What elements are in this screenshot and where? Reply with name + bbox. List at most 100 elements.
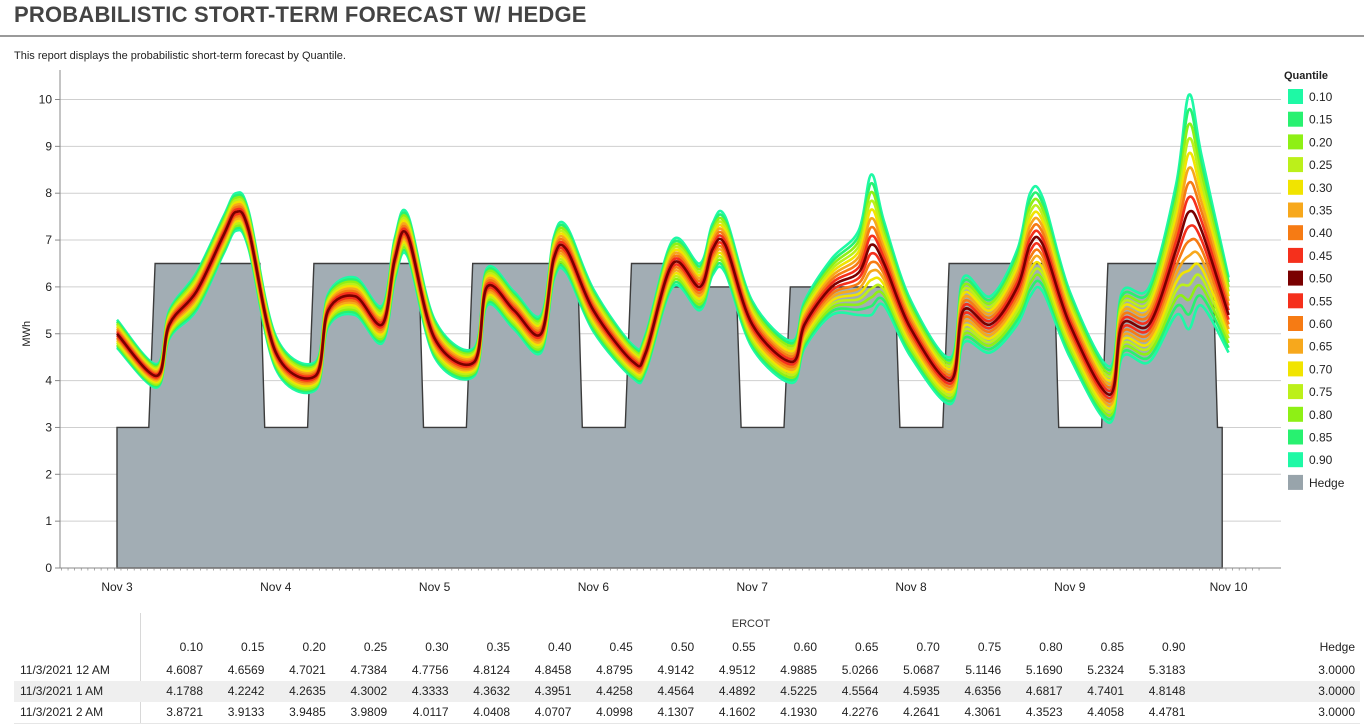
y-tick-label: 1	[45, 514, 52, 528]
table-cell: 5.0266	[841, 663, 879, 677]
table-cell: 4.3632	[473, 684, 510, 698]
table-cell: 3.9485	[289, 705, 326, 719]
table-cell: 4.8124	[473, 663, 510, 677]
x-tick-label: Nov 8	[895, 580, 927, 594]
table-cell: 4.6356	[964, 684, 1002, 698]
legend-label: 0.75	[1309, 385, 1333, 399]
y-tick-label: 7	[45, 233, 52, 247]
quantile-line-0.50	[116, 209, 1230, 396]
table-cell: 4.9885	[780, 663, 817, 677]
table-cell: 4.3951	[534, 684, 572, 698]
table-row[interactable]: 11/3/2021 2 AM 3.8721 3.9133 3.9485 3.9809 4.…	[14, 702, 1360, 724]
column-header: 0.65	[855, 640, 879, 654]
table-cell: 4.3333	[411, 684, 449, 698]
column-header: 0.15	[241, 640, 265, 654]
table-cell: 4.2635	[289, 684, 326, 698]
table-cell: 4.2242	[227, 684, 265, 698]
legend-swatch	[1288, 474, 1303, 490]
table-cell: 4.0998	[596, 705, 633, 719]
legend-swatch	[1288, 179, 1303, 195]
quantile-lines-layer	[116, 93, 1230, 425]
quantile-forecast-chart: 0 1 2 3 4 5 6 7 8 9 10 Nov 3 Nov 4 Nov 5 Nov 6 Nov 7 Nov…	[21, 70, 1345, 594]
column-header: 0.45	[609, 640, 633, 654]
x-tick-label: Nov 4	[260, 580, 292, 594]
row-label: 11/3/2021 1 AM	[20, 684, 104, 698]
table-cell: 4.1930	[780, 705, 817, 719]
legend-title: Quantile	[1284, 70, 1328, 82]
legend-label: 0.80	[1309, 408, 1333, 422]
column-header: 0.40	[548, 640, 572, 654]
table-cell: 4.4781	[1148, 705, 1186, 719]
table-cell: 4.3523	[1025, 705, 1063, 719]
report-description: This report displays the probabilistic s…	[14, 50, 346, 62]
table-cell: 4.9512	[718, 663, 756, 677]
table-row[interactable]: 11/3/2021 1 AM 4.1788 4.2242 4.2635 4.3002 4.…	[14, 681, 1360, 702]
legend-label: 0.60	[1309, 317, 1333, 331]
table-cell: 4.2276	[841, 705, 879, 719]
legend-label: 0.45	[1309, 249, 1333, 263]
column-header: 0.20	[302, 640, 326, 654]
table-cell: 3.0000	[1318, 705, 1355, 719]
legend-label: 0.70	[1309, 362, 1333, 376]
table-cell: 4.1307	[657, 705, 695, 719]
y-tick-label: 3	[45, 420, 52, 434]
column-header: 0.50	[670, 640, 695, 654]
table-cell: 4.7401	[1087, 684, 1124, 698]
table-cell: 4.0408	[473, 705, 510, 719]
legend-swatch	[1288, 157, 1303, 173]
y-tick-label: 8	[45, 186, 52, 200]
table-cell: 4.3002	[350, 684, 388, 698]
x-tick-label: Nov 10	[1210, 580, 1248, 594]
table-cell: 5.0687	[903, 663, 940, 677]
table-cell: 4.4058	[1087, 705, 1124, 719]
title-divider	[0, 35, 1364, 37]
legend-label: 0.30	[1309, 181, 1333, 195]
table-cell: 4.5564	[841, 684, 879, 698]
column-header: 0.10	[179, 640, 203, 654]
legend-swatch	[1288, 89, 1303, 104]
table-cell: 4.4258	[596, 684, 633, 698]
table-group-header: ERCOT	[731, 618, 771, 630]
legend-swatch	[1288, 111, 1303, 127]
legend: Quantile 0.10 0.15 0.20 0.25 0.30 0.35 0.40 0.45…	[1284, 70, 1345, 490]
table-cell: 3.9809	[350, 705, 388, 719]
legend-swatch	[1288, 452, 1303, 468]
table-cell: 4.4892	[718, 684, 756, 698]
y-tick-label: 4	[45, 374, 52, 388]
table-cell: 4.4564	[657, 684, 695, 698]
table-cell: 4.6817	[1025, 684, 1063, 698]
column-header: 0.55	[732, 640, 756, 654]
x-tick-label: Nov 6	[578, 580, 610, 594]
table-cell: 4.7756	[411, 663, 449, 677]
table-cell: 3.0000	[1318, 663, 1355, 677]
table-cell: 4.1788	[166, 684, 203, 698]
table-cell: 4.8795	[596, 663, 633, 677]
table-row[interactable]: 11/3/2021 12 AM 4.6087 4.6569 4.7021 4.7384 4…	[14, 660, 1360, 682]
y-tick-label: 2	[45, 467, 52, 481]
legend-swatch	[1288, 134, 1303, 150]
y-tick-label: 10	[39, 93, 53, 107]
column-header: 0.35	[486, 640, 510, 654]
y-tick-label: 5	[45, 327, 52, 341]
axis-layer: 0 1 2 3 4 5 6 7 8 9 10 Nov 3 Nov 4 Nov 5 Nov 6 Nov 7 Nov…	[21, 70, 1281, 594]
table-cell: 4.7384	[350, 663, 388, 677]
row-label: 11/3/2021 2 AM	[20, 705, 104, 719]
column-header: 0.25	[363, 640, 388, 654]
table-cell: 5.1146	[965, 663, 1002, 677]
legend-label: 0.15	[1309, 113, 1333, 127]
table-header-row: 0.10 0.15 0.20 0.25 0.30 0.35 0.40 0.45 0.50 0.55…	[14, 637, 1360, 658]
table-cell: 5.2324	[1087, 663, 1124, 677]
y-tick-label: 9	[45, 139, 52, 153]
x-tick-label: Nov 3	[101, 580, 133, 594]
legend-swatch	[1288, 316, 1303, 331]
table-divider	[140, 613, 141, 724]
legend-label: 0.55	[1309, 294, 1333, 308]
legend-swatch	[1288, 270, 1303, 286]
legend-swatch	[1288, 406, 1303, 422]
table-cell: 4.6087	[166, 663, 203, 677]
table-cell: 4.5225	[780, 684, 817, 698]
table-cell: 4.6569	[227, 663, 265, 677]
legend-swatch	[1288, 202, 1303, 218]
column-header: 0.70	[916, 640, 940, 654]
legend-label: 0.65	[1309, 340, 1333, 354]
